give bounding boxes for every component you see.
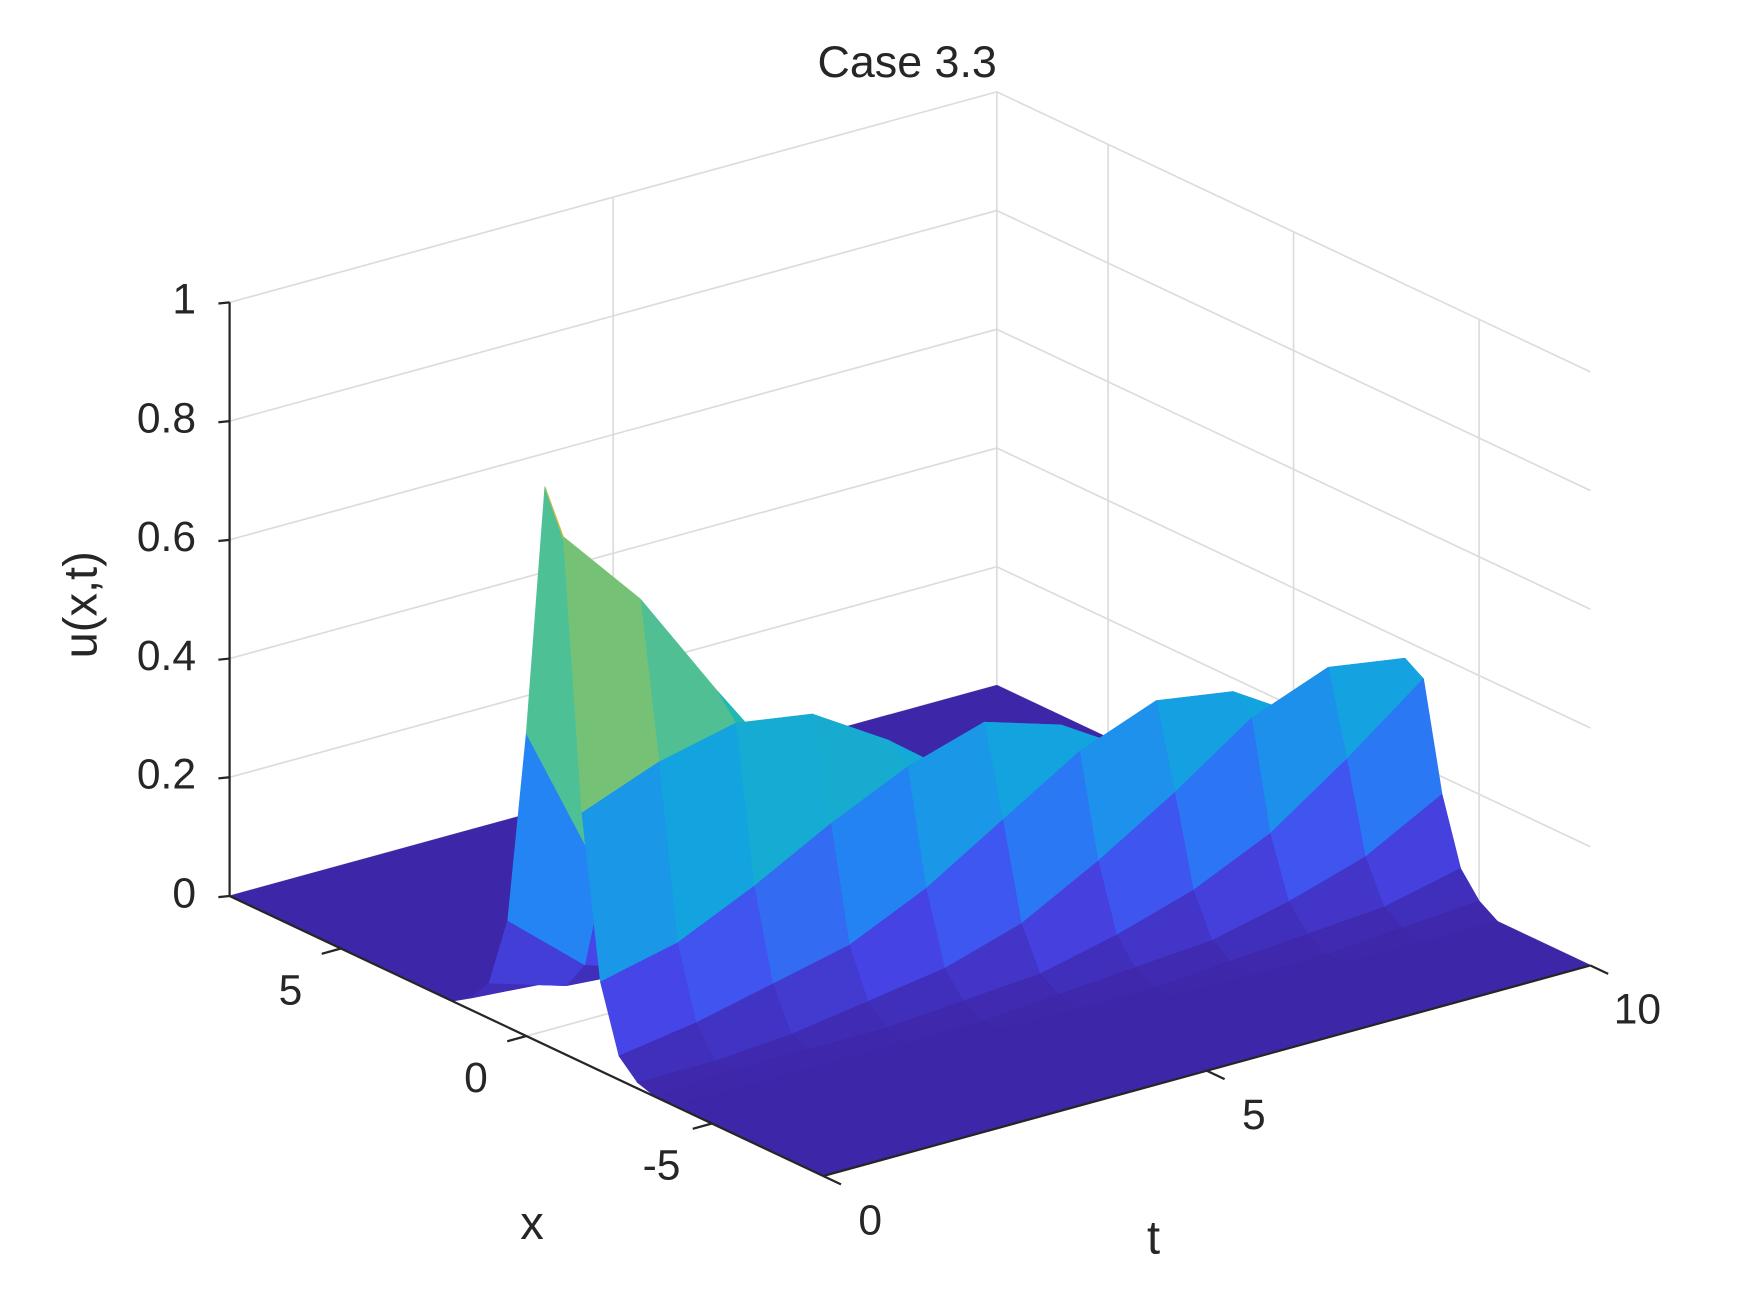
surface xyxy=(229,486,1591,1177)
x-axis-line xyxy=(229,894,824,1178)
t-axis-label: t xyxy=(1147,1210,1160,1263)
x-tick-label: -5 xyxy=(643,1142,681,1190)
z-tick xyxy=(218,894,230,899)
z-tick xyxy=(218,657,230,661)
t-tick xyxy=(1206,1069,1226,1081)
chart-title: Case 3.3 xyxy=(818,37,997,87)
t-tick-label: 0 xyxy=(858,1196,882,1244)
x-tick xyxy=(692,1122,713,1130)
z-tick xyxy=(218,538,230,543)
z-tick-label: 0.2 xyxy=(137,751,196,799)
z-tick-label: 0.6 xyxy=(137,513,196,561)
z-axis-label: u(x,t) xyxy=(53,551,106,658)
x-tick-label: 0 xyxy=(464,1054,488,1102)
z-tick-label: 0.8 xyxy=(137,394,196,442)
t-tick xyxy=(1589,964,1609,975)
t-tick-label: 5 xyxy=(1242,1091,1266,1139)
z-tick xyxy=(218,301,230,305)
z-tick-label: 1 xyxy=(172,276,196,324)
t-tick xyxy=(822,1174,842,1186)
t-axis-line xyxy=(822,964,1591,1178)
z-tick xyxy=(218,776,230,780)
x-tick-label: 5 xyxy=(279,967,303,1015)
grid-line xyxy=(229,90,1591,373)
z-tick-label: 0 xyxy=(172,869,196,917)
grid-line xyxy=(229,209,1591,492)
t-tick-label: 10 xyxy=(1614,986,1661,1034)
x-tick xyxy=(321,947,342,955)
z-tick xyxy=(218,420,230,424)
x-tick xyxy=(506,1034,527,1043)
x-axis-label: x xyxy=(520,1196,544,1249)
z-tick-label: 0.4 xyxy=(137,632,196,680)
grid-line xyxy=(229,328,1591,611)
